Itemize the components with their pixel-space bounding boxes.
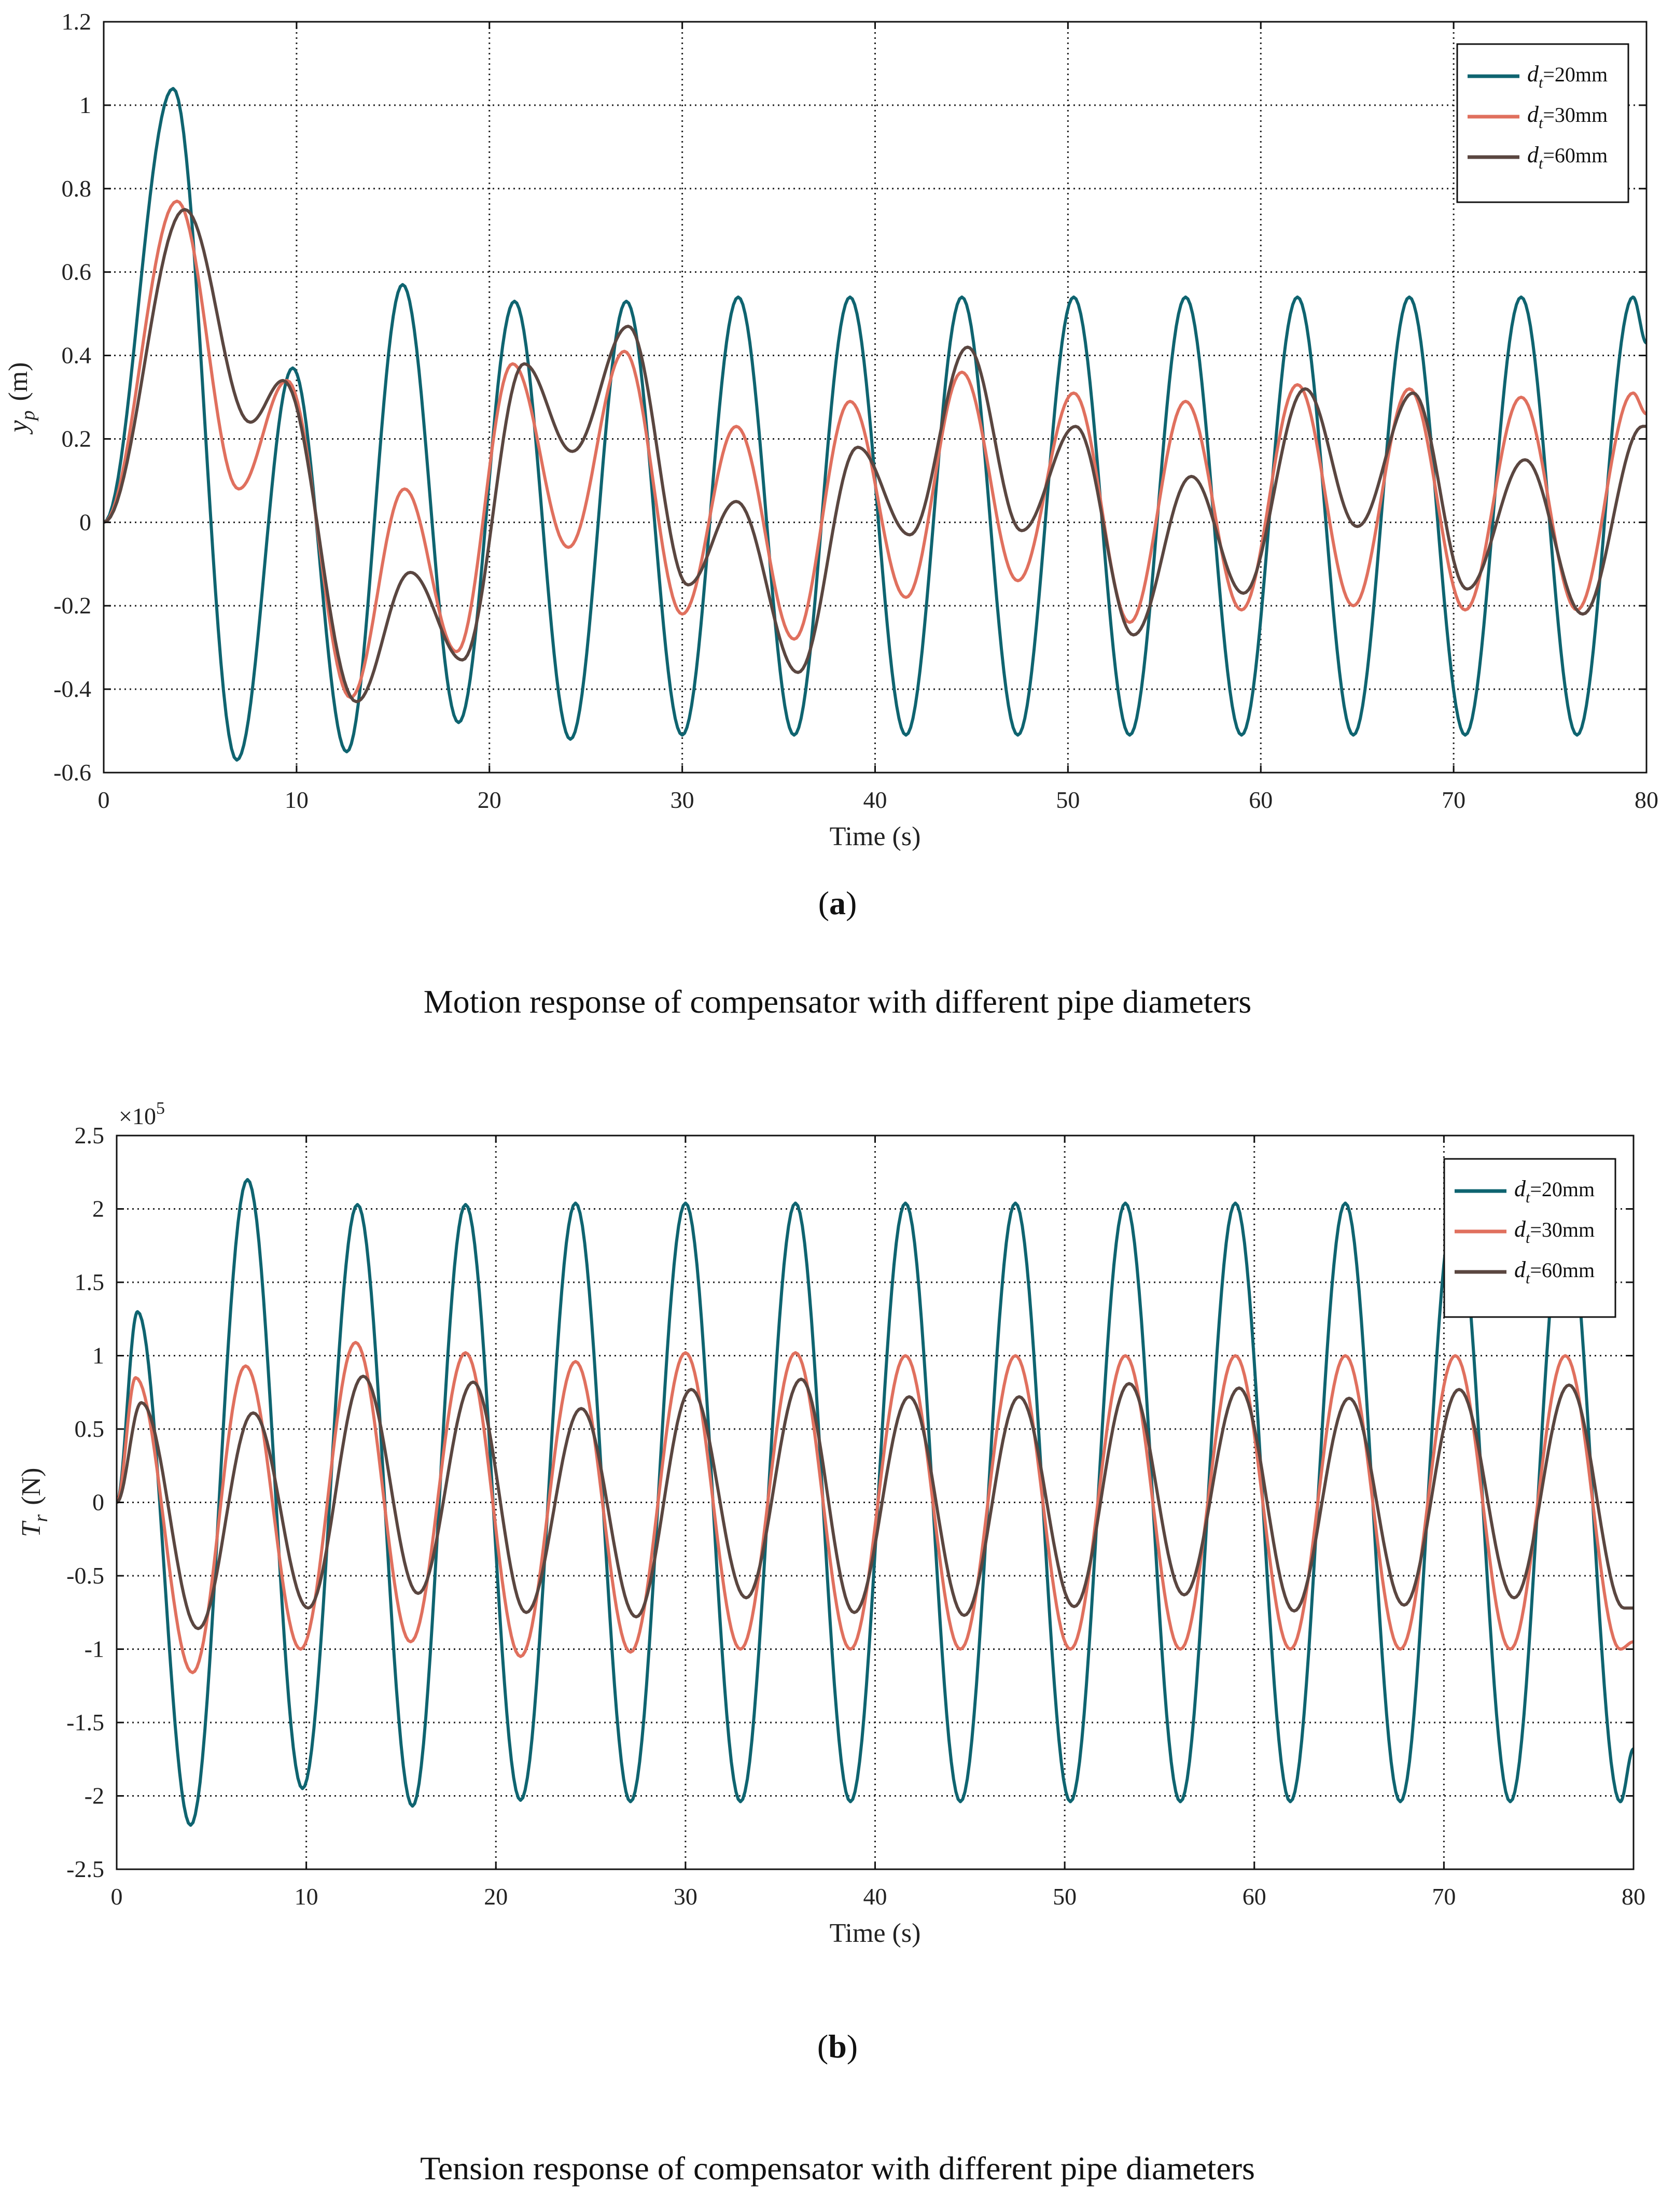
series-line-60mm — [117, 1375, 1634, 1630]
y-multiplier: ×105 — [119, 1099, 165, 1129]
y-tick-label: -0.4 — [53, 676, 91, 702]
y-tick-label: -0.2 — [53, 592, 91, 619]
y-tick-label: 1.5 — [75, 1269, 105, 1295]
x-tick-label: 40 — [863, 1883, 887, 1910]
panel-label-a: (a) — [818, 885, 857, 921]
x-tick-label: 0 — [111, 1883, 123, 1910]
y-tick-label: 2 — [92, 1196, 104, 1222]
x-tick-label: 20 — [484, 1883, 508, 1910]
legend-label: dt=20mm — [1514, 1176, 1595, 1206]
x-tick-label: 50 — [1053, 1883, 1077, 1910]
y-tick-label: 2.5 — [75, 1122, 105, 1149]
x-tick-label: 10 — [295, 1883, 318, 1910]
legend-label: dt=30mm — [1514, 1216, 1595, 1247]
y-tick-label: -0.5 — [66, 1562, 104, 1589]
chart-b: 0 10 20 30 40 50 60 70 80 -2.5 -2 -1.5 -1 -0.5 0 0.5 1 1.… — [17, 1099, 1645, 1948]
x-tick-label: 70 — [1432, 1883, 1456, 1910]
legend-label: dt=60mm — [1527, 142, 1608, 172]
y-tick-label: -1 — [85, 1636, 104, 1662]
series-line-60mm — [104, 208, 1646, 704]
x-axis-label: Time (s) — [830, 822, 921, 851]
y-tick-label: 0.5 — [75, 1416, 105, 1442]
caption-a: Motion response of compensator with diff… — [423, 983, 1252, 1020]
x-axis-label: Time (s) — [830, 1919, 921, 1948]
y-tick-label: 0.8 — [62, 175, 92, 202]
legend-label: dt=60mm — [1514, 1257, 1595, 1287]
y-tick-label: 1.2 — [62, 8, 92, 35]
y-tick-label: 0.2 — [62, 425, 92, 452]
legend-box — [1456, 43, 1629, 203]
y-tick-label: -2.5 — [66, 1856, 104, 1882]
caption-b: Tension response of compensator with dif… — [420, 2150, 1255, 2187]
series-line-30mm — [104, 199, 1646, 699]
x-tick-label: 30 — [674, 1883, 697, 1910]
x-tick-label: 80 — [1622, 1883, 1645, 1910]
x-tick-label: 20 — [478, 787, 501, 813]
x-tick-label: 60 — [1249, 787, 1273, 813]
x-tick-label: 40 — [863, 787, 887, 813]
legend-box — [1443, 1158, 1616, 1318]
legend-label: dt=20mm — [1527, 61, 1608, 91]
series-line-30mm — [117, 1341, 1634, 1674]
y-tick-label: -2 — [85, 1783, 104, 1809]
y-axis-label: yp(m) — [4, 362, 39, 435]
chart-a: 0 10 20 30 40 50 60 70 80 -0.6 -0.4 -0.2 0 0.2 0.4 0.6 0… — [4, 8, 1658, 851]
y-tick-label: 1 — [79, 92, 91, 118]
y-tick-label: 0 — [92, 1489, 104, 1516]
x-tick-label: 10 — [285, 787, 309, 813]
x-tick-label: 50 — [1056, 787, 1080, 813]
y-tick-label: -1.5 — [66, 1709, 104, 1735]
y-axis-label: Tr(N) — [17, 1468, 52, 1537]
x-tick-label: 70 — [1442, 787, 1465, 813]
y-tick-label: -0.6 — [53, 759, 91, 786]
x-tick-label: 30 — [671, 787, 694, 813]
panel-label-b: (b) — [817, 2028, 858, 2065]
y-tick-label: 0.6 — [62, 259, 92, 285]
x-tick-label: 80 — [1635, 787, 1658, 813]
series-line-20mm — [104, 87, 1646, 762]
x-tick-label: 0 — [98, 787, 110, 813]
y-tick-label: 0 — [79, 509, 91, 535]
y-tick-label: 1 — [92, 1342, 104, 1369]
y-tick-label: 0.4 — [62, 342, 92, 369]
legend-label: dt=30mm — [1527, 102, 1608, 132]
x-tick-label: 60 — [1243, 1883, 1266, 1910]
